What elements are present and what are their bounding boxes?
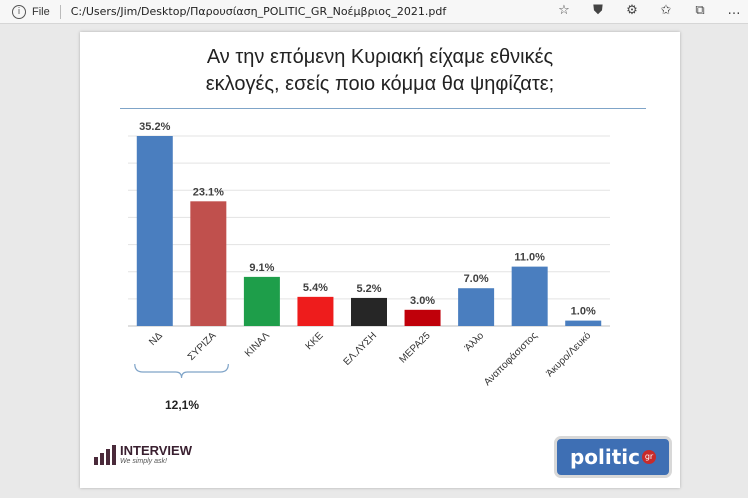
address-bar[interactable]: C:/Users/Jim/Desktop/Παρουσίαση_POLITIC_… [70, 5, 447, 18]
slide-title-line-1: Αν την επόμενη Κυριακή είχαμε εθνικές [206, 46, 554, 68]
data-label-3: 9.1% [249, 262, 274, 274]
category-label-9: Άκυρο/Λευκό [544, 329, 594, 379]
title-divider [120, 108, 646, 109]
category-label-5: ΕΛ.ΛΥΣΗ [342, 330, 380, 368]
interview-logo-icon [94, 444, 116, 465]
grouping-bracket [134, 363, 229, 379]
data-label-6: 3.0% [410, 295, 435, 307]
slide-title: Αν την επόμενη Κυριακή είχαμε εθνικές εκ… [80, 44, 680, 98]
interview-logo-name: INTERVIEW [120, 443, 192, 458]
slide-title-line-2: εκλογές, εσείς ποιο κόμμα θα ψηφίζατε; [205, 73, 555, 95]
category-label-1: ΝΔ [147, 330, 165, 348]
data-label-1: 35.2% [139, 121, 170, 133]
more-icon[interactable]: … [727, 3, 741, 18]
politic-logo-suffix: gr [642, 450, 657, 464]
data-label-2: 23.1% [193, 186, 224, 198]
interview-logo-tagline: We simply ask! [120, 458, 167, 465]
bar-chart: 35.2% ΝΔ 23.1% ΣΥΡΙΖΑ 9.1% ΚΙΝΑΛ 5.4% ΚΚΕ 5.2% ΕΛ… [128, 121, 610, 389]
browser-toolbar: i File C:/Users/Jim/Desktop/Παρουσίαση_P… [0, 0, 748, 24]
bar-8 [511, 266, 548, 326]
extensions-icon[interactable]: ⚙ [626, 3, 638, 18]
politic-logo-word: politic [569, 445, 641, 469]
category-label-7: Άλλο [463, 330, 487, 354]
bar-6 [404, 309, 441, 326]
toolbar-icons: ☆ ⛊ ⚙ ✩ ⧉ … [556, 3, 742, 19]
collections-icon[interactable]: ⧉ [695, 3, 705, 18]
toolbar-separator [59, 4, 61, 19]
category-label-6: ΜΕΡΑ25 [398, 330, 433, 365]
interview-logo: INTERVIEW We simply ask! [94, 444, 192, 465]
bar-7 [458, 288, 495, 326]
category-label-4: ΚΚΕ [304, 330, 326, 352]
pdf-page: Αν την επόμενη Κυριακή είχαμε εθνικές εκ… [80, 32, 680, 488]
data-label-4: 5.4% [303, 282, 328, 294]
star-add-icon[interactable]: ☆ [558, 3, 570, 18]
bar-5 [351, 297, 387, 326]
bar-9 [565, 320, 602, 326]
favorites-icon[interactable]: ✩ [660, 3, 672, 18]
bracket-total-label: 12,1% [165, 398, 200, 412]
data-label-9: 1.0% [571, 306, 596, 318]
bar-4 [297, 296, 334, 326]
category-label-2: ΣΥΡΙΖΑ [186, 330, 219, 363]
data-label-8: 11.0% [514, 252, 545, 264]
bar-2 [190, 201, 227, 326]
politic-logo: politic gr [554, 436, 672, 478]
shield-icon[interactable]: ⛊ [593, 3, 603, 18]
data-label-7: 7.0% [464, 273, 489, 285]
data-label-5: 5.2% [356, 283, 381, 295]
bar-1 [136, 136, 173, 326]
category-label-8: Αναποφάσιστος [481, 330, 540, 389]
category-label-3: ΚΙΝΑΛ [243, 330, 272, 359]
bar-3 [243, 276, 280, 326]
info-icon[interactable]: i [12, 4, 26, 19]
file-label: File [32, 5, 50, 18]
